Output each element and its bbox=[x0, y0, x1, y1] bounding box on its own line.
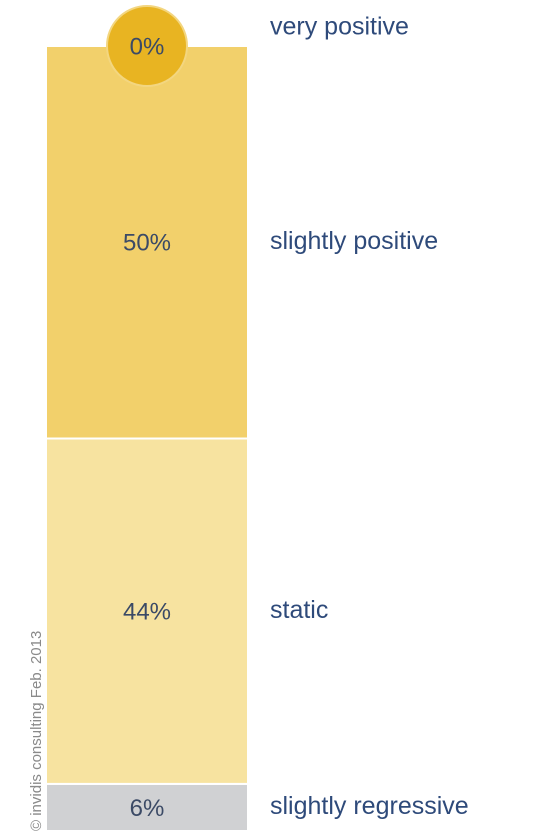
bar-segment bbox=[45, 782, 249, 831]
legend-label: static bbox=[270, 596, 328, 624]
bar-segment bbox=[45, 437, 249, 785]
bar-segment-marker bbox=[106, 5, 188, 87]
footnote: © invidis consulting Feb. 2013 bbox=[28, 631, 45, 831]
value-label: 50% bbox=[123, 230, 171, 257]
value-label: 6% bbox=[130, 795, 165, 822]
legend-label: slightly regressive bbox=[270, 792, 469, 820]
value-label: 44% bbox=[123, 599, 171, 626]
bar-segment bbox=[45, 45, 249, 440]
value-label: 0% bbox=[130, 33, 165, 60]
legend-label: very positive bbox=[270, 13, 409, 41]
legend-label: slightly positive bbox=[270, 227, 438, 255]
